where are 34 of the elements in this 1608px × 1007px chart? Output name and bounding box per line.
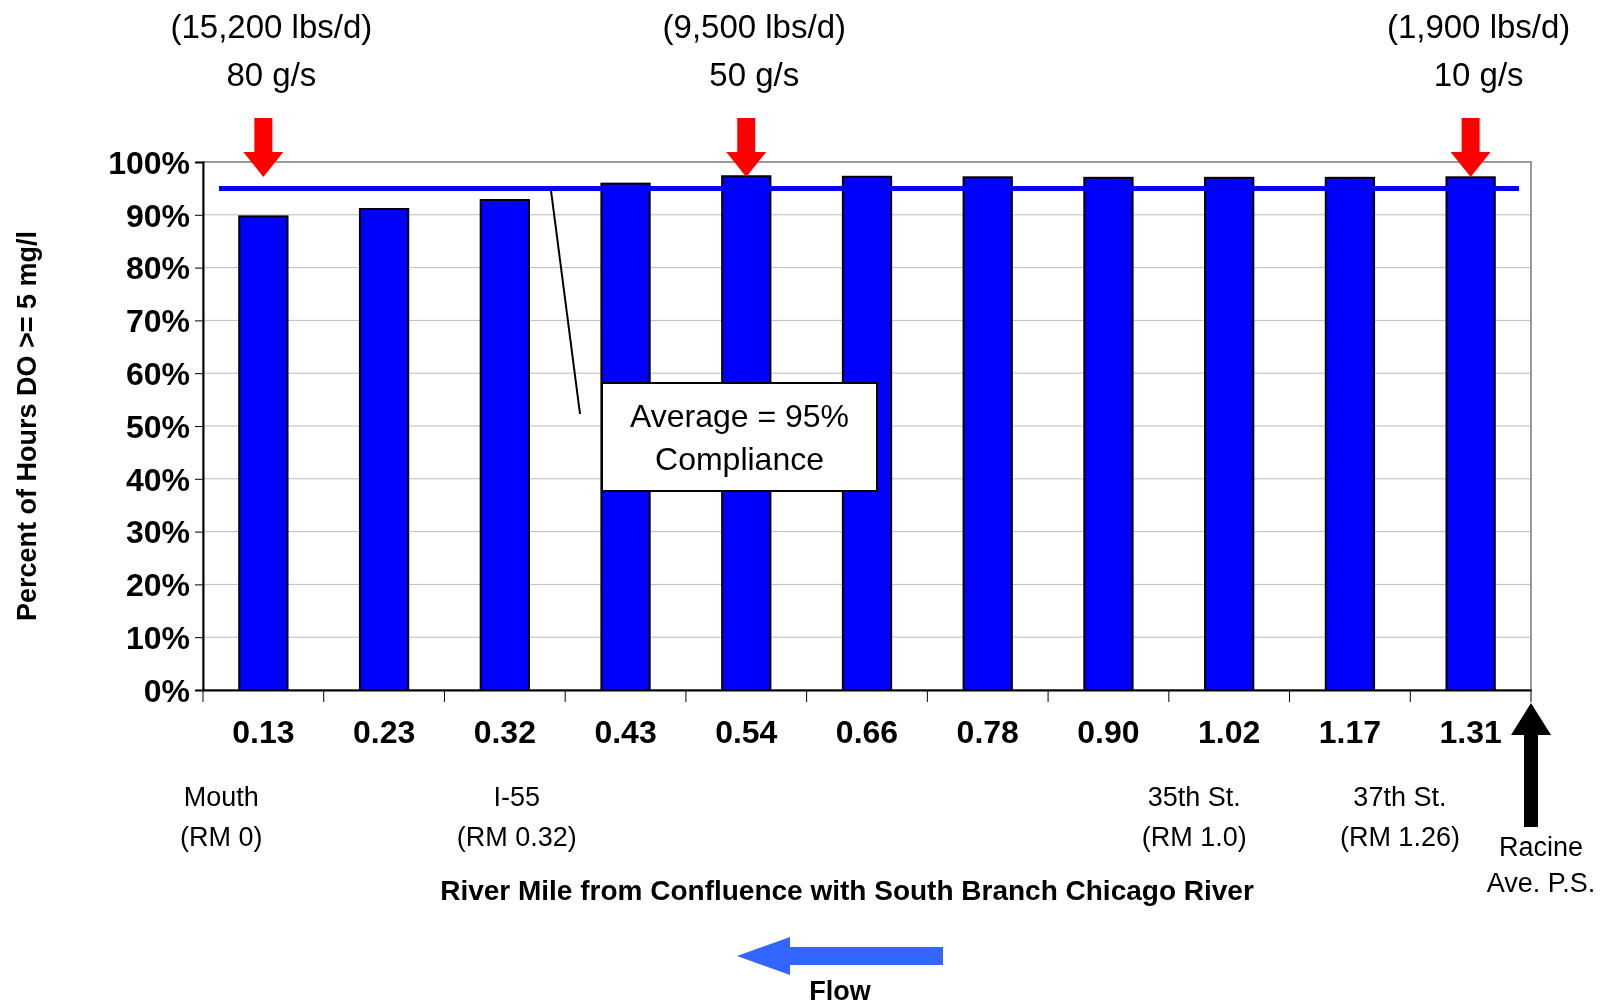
y-tick-label: 70% (125, 303, 190, 340)
text: 35th St. (RM 1.0) (1141, 782, 1247, 852)
x-tick-label: 1.31 (1439, 713, 1502, 750)
text: Racine Ave. P.S. (1486, 832, 1596, 898)
x-tick-label: 0.13 (232, 713, 295, 750)
x-tick-label: 1.02 (1198, 713, 1261, 750)
y-tick-label: 30% (125, 514, 190, 551)
text: (1,900 lbs/d) 10 g/s (1386, 8, 1571, 93)
y-axis-title: Percent of Hours DO >= 5 mg/l (12, 230, 42, 622)
y-tick-label: 50% (125, 408, 190, 445)
x-tick-label: 1.17 (1318, 713, 1382, 750)
text: 37th St. (RM 1.26) (1339, 782, 1460, 852)
x-tick-label: 0.66 (835, 713, 899, 750)
y-tick-label: 10% (125, 619, 190, 656)
y-tick-label: 90% (125, 197, 190, 234)
x-tick-label: 0.43 (594, 713, 657, 750)
y-tick-label: 40% (125, 461, 190, 498)
text: (9,500 lbs/d) 50 g/s (662, 8, 846, 93)
y-tick-label: 80% (125, 250, 190, 287)
x-tick-label: 0.54 (715, 713, 778, 750)
text: Mouth (RM 0) (180, 782, 263, 852)
x-tick-label: 0.90 (1077, 713, 1140, 750)
text: Flow (809, 976, 872, 1006)
x-axis-title: River Mile from Confluence with South Branch Chicago River (440, 875, 1254, 906)
y-tick-label: 20% (125, 567, 190, 604)
x-tick-label: 0.23 (352, 713, 416, 750)
y-tick-label: 0% (143, 672, 190, 709)
x-tick-label: 0.78 (956, 713, 1019, 750)
y-tick-label: 60% (125, 355, 190, 392)
text: I-55 (RM 0.32) (456, 782, 577, 852)
text: (15,200 lbs/d) 80 g/s (170, 8, 373, 93)
annotation: Average = 95% Compliance (629, 398, 850, 477)
y-tick-label: 100% (108, 144, 190, 181)
x-tick-label: 0.32 (473, 713, 536, 750)
